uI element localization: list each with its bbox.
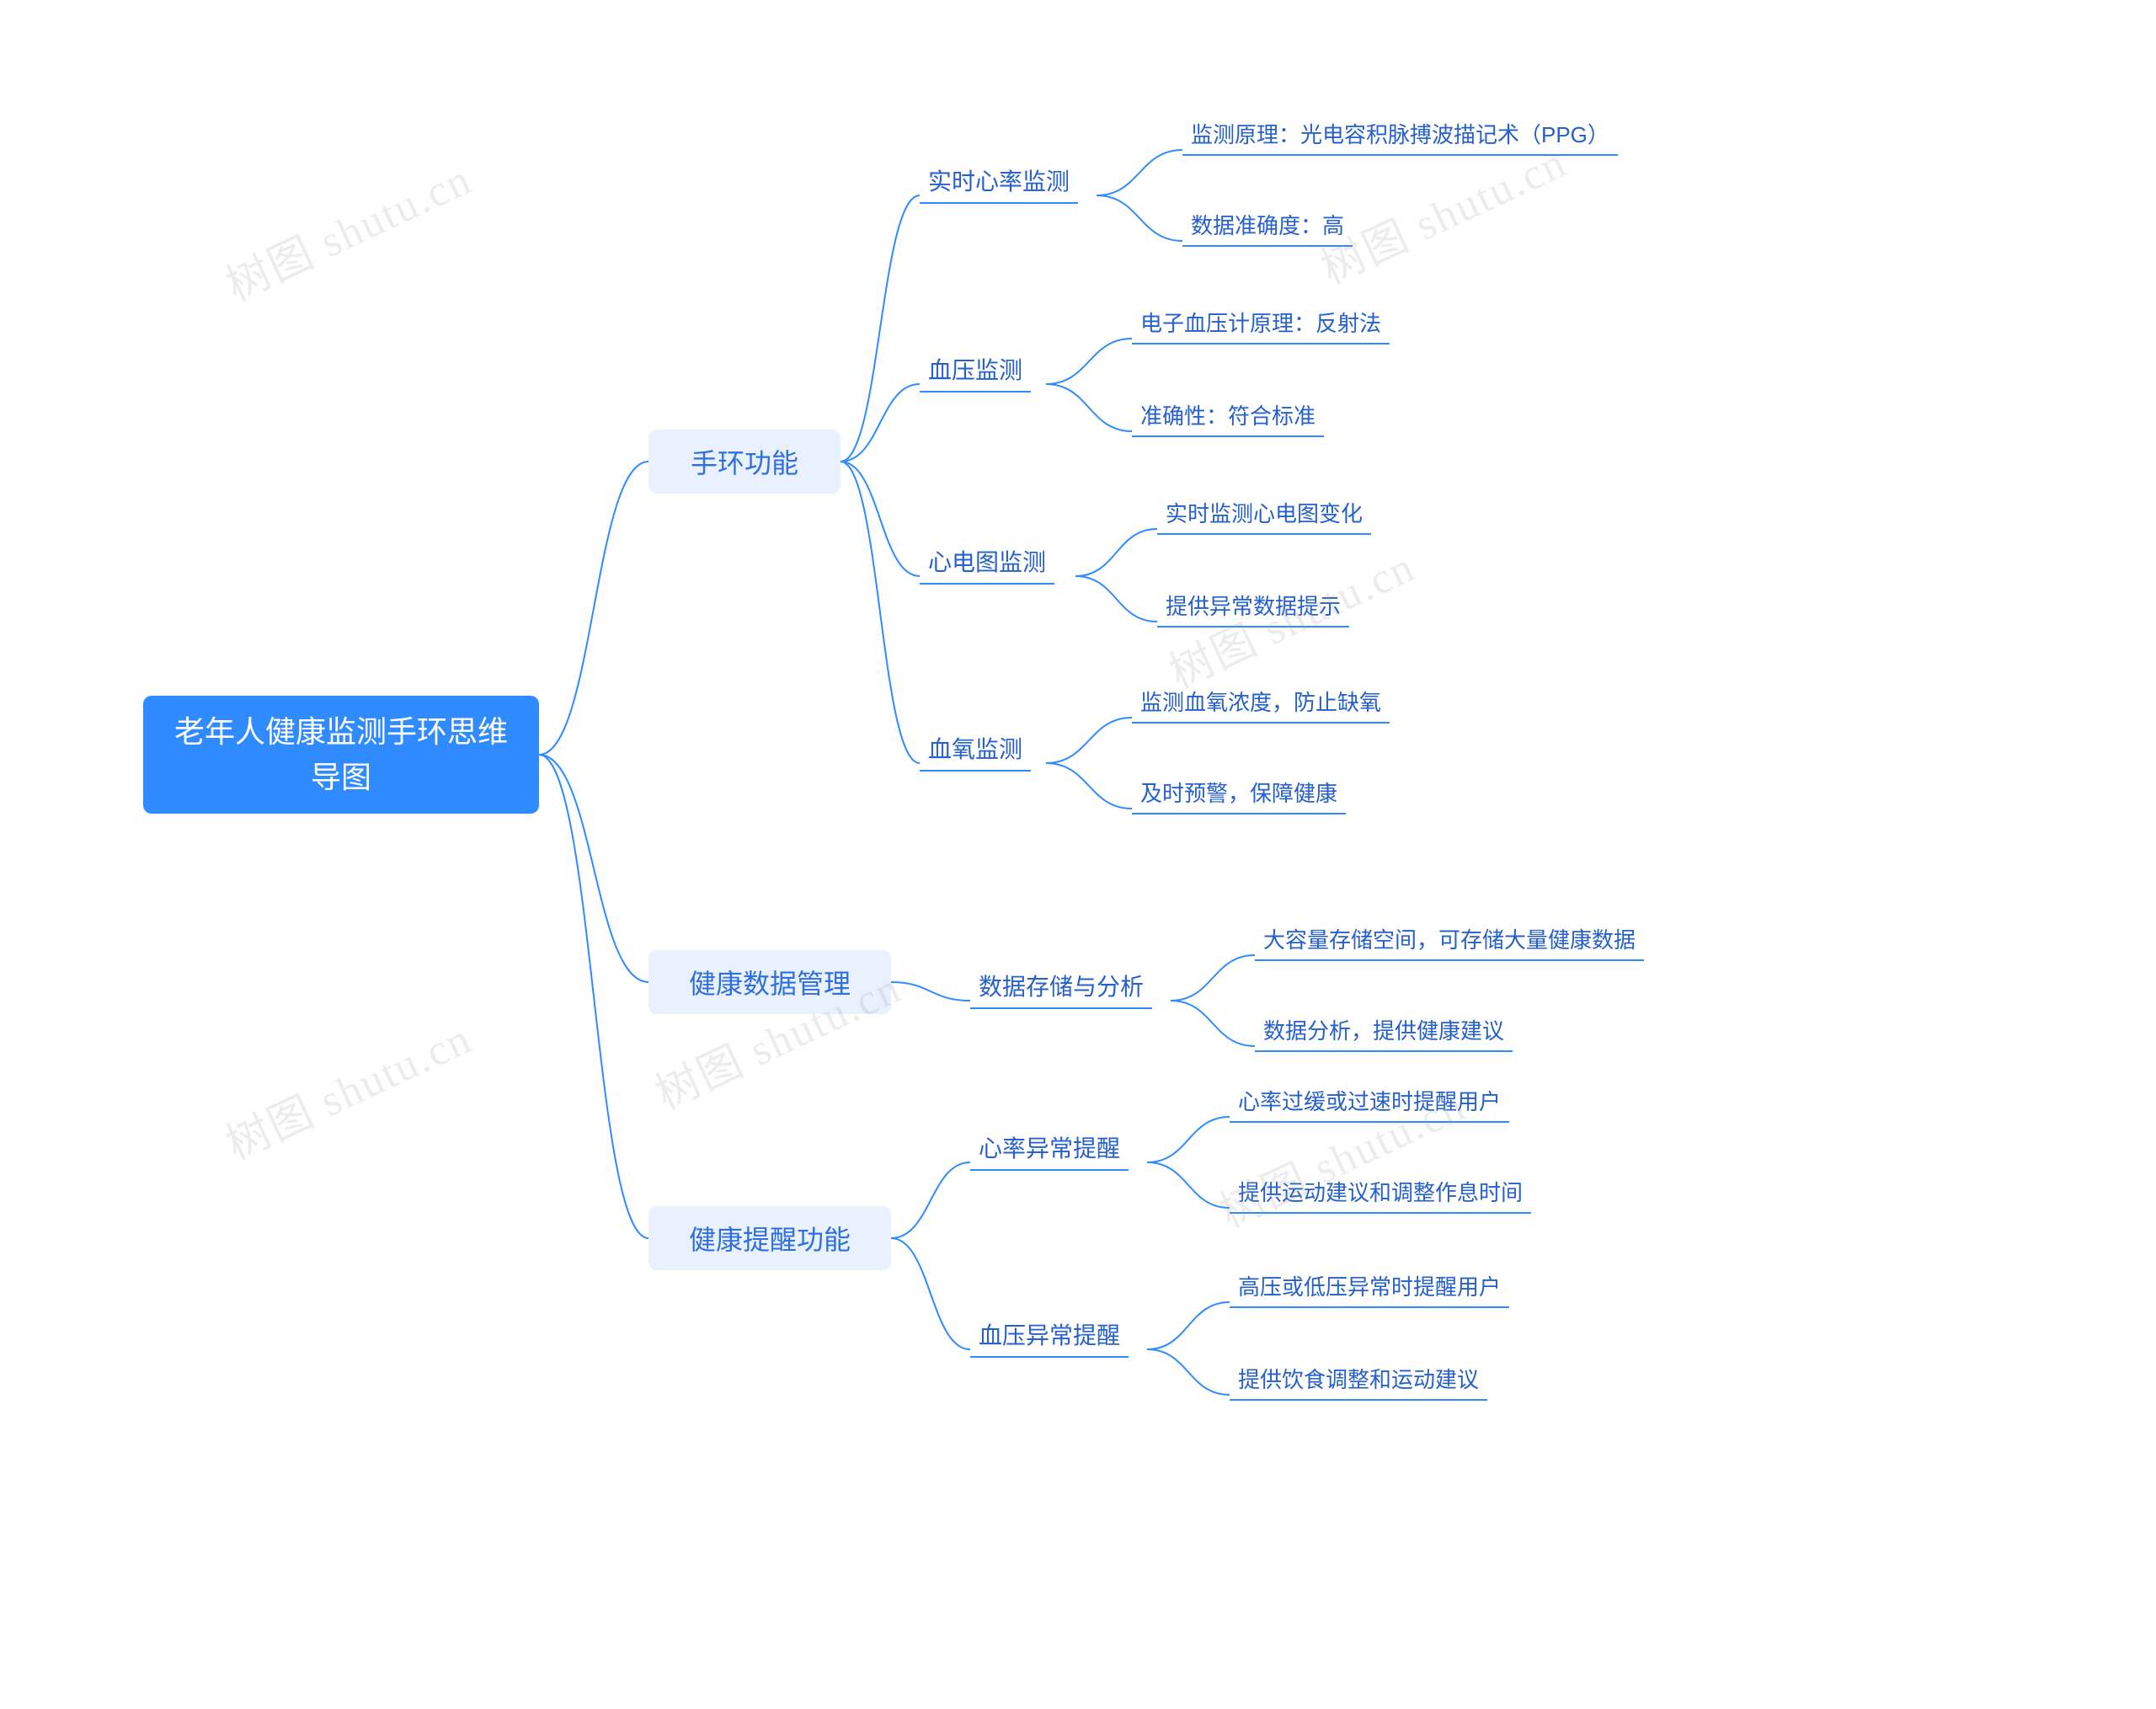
leaf-node[interactable]: 及时预警，保障健康: [1132, 772, 1346, 814]
leaf-node[interactable]: 实时监测心电图变化: [1157, 492, 1371, 535]
node-heart-rate[interactable]: 实时心率监测: [920, 158, 1078, 204]
branch-functions[interactable]: 手环功能: [648, 430, 841, 494]
leaf-node[interactable]: 监测血氧浓度，防止缺氧: [1132, 681, 1390, 724]
leaf-node[interactable]: 监测原理：光电容积脉搏波描记术（PPG）: [1182, 113, 1618, 156]
leaf-node[interactable]: 大容量存储空间，可存储大量健康数据: [1255, 918, 1644, 961]
node-blood-pressure[interactable]: 血压监测: [920, 347, 1031, 393]
node-bp-alert[interactable]: 血压异常提醒: [970, 1312, 1129, 1358]
node-hr-alert[interactable]: 心率异常提醒: [970, 1125, 1129, 1171]
leaf-node[interactable]: 电子血压计原理：反射法: [1132, 302, 1390, 344]
root-node[interactable]: 老年人健康监测手环思维 导图: [143, 696, 539, 814]
node-spo2[interactable]: 血氧监测: [920, 726, 1031, 772]
leaf-node[interactable]: 数据准确度：高: [1182, 204, 1353, 247]
leaf-node[interactable]: 心率过缓或过速时提醒用户: [1230, 1080, 1509, 1123]
leaf-node[interactable]: 高压或低压异常时提醒用户: [1230, 1265, 1509, 1308]
node-storage[interactable]: 数据存储与分析: [970, 964, 1152, 1009]
leaf-node[interactable]: 提供异常数据提示: [1157, 585, 1349, 628]
root-label-line1: 老年人健康监测手环思维: [174, 709, 508, 755]
connector-layer: [0, 0, 2156, 1709]
leaf-node[interactable]: 准确性：符合标准: [1132, 394, 1324, 437]
root-label-line2: 导图: [174, 755, 508, 800]
node-ecg[interactable]: 心电图监测: [920, 539, 1054, 585]
leaf-node[interactable]: 提供运动建议和调整作息时间: [1230, 1171, 1531, 1214]
branch-data-mgmt[interactable]: 健康数据管理: [648, 950, 891, 1014]
leaf-node[interactable]: 提供饮食调整和运动建议: [1230, 1358, 1487, 1401]
leaf-node[interactable]: 数据分析，提供健康建议: [1255, 1009, 1513, 1052]
branch-reminders[interactable]: 健康提醒功能: [648, 1206, 891, 1270]
